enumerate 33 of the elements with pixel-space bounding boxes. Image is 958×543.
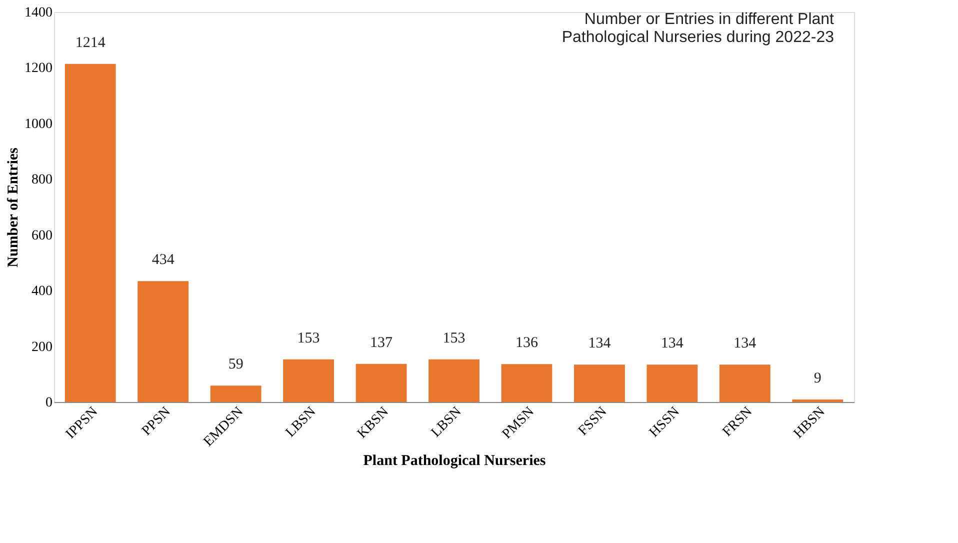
y-tick-label: 1200 bbox=[24, 61, 52, 76]
bar bbox=[356, 364, 407, 402]
y-tick-label: 1400 bbox=[24, 6, 52, 20]
bar bbox=[501, 364, 552, 402]
bar bbox=[138, 281, 189, 402]
data-label: 137 bbox=[370, 334, 394, 351]
y-tick-label: 200 bbox=[32, 340, 52, 355]
data-label: 9 bbox=[814, 370, 822, 386]
x-axis-title: Plant Pathological Nurseries bbox=[363, 453, 546, 470]
y-axis-title: Number of Entries bbox=[6, 147, 22, 268]
bar bbox=[574, 364, 625, 402]
bar bbox=[719, 364, 770, 402]
y-tick-label: 400 bbox=[32, 284, 52, 300]
data-label: 136 bbox=[515, 335, 538, 352]
bar bbox=[283, 359, 334, 402]
bar bbox=[210, 386, 262, 402]
data-label: 134 bbox=[734, 336, 757, 352]
data-label: 59 bbox=[228, 356, 244, 373]
data-label: 434 bbox=[152, 252, 175, 268]
bar bbox=[64, 64, 116, 402]
data-label: 153 bbox=[297, 330, 320, 346]
data-label: 1214 bbox=[75, 34, 106, 51]
bar bbox=[792, 399, 844, 402]
chart-title: Number or Entries in different Plant Pathological Nurseries during 2022-23 bbox=[562, 11, 835, 46]
y-tick-label: 0 bbox=[46, 396, 52, 410]
bar bbox=[646, 364, 698, 402]
y-tick-label: 600 bbox=[32, 228, 52, 244]
data-label: 134 bbox=[660, 336, 684, 352]
bar bbox=[428, 359, 480, 402]
y-tick-label: 1000 bbox=[24, 116, 52, 132]
data-label: 153 bbox=[442, 330, 466, 346]
y-tick-label: 800 bbox=[32, 172, 52, 188]
data-label: 134 bbox=[588, 336, 612, 352]
